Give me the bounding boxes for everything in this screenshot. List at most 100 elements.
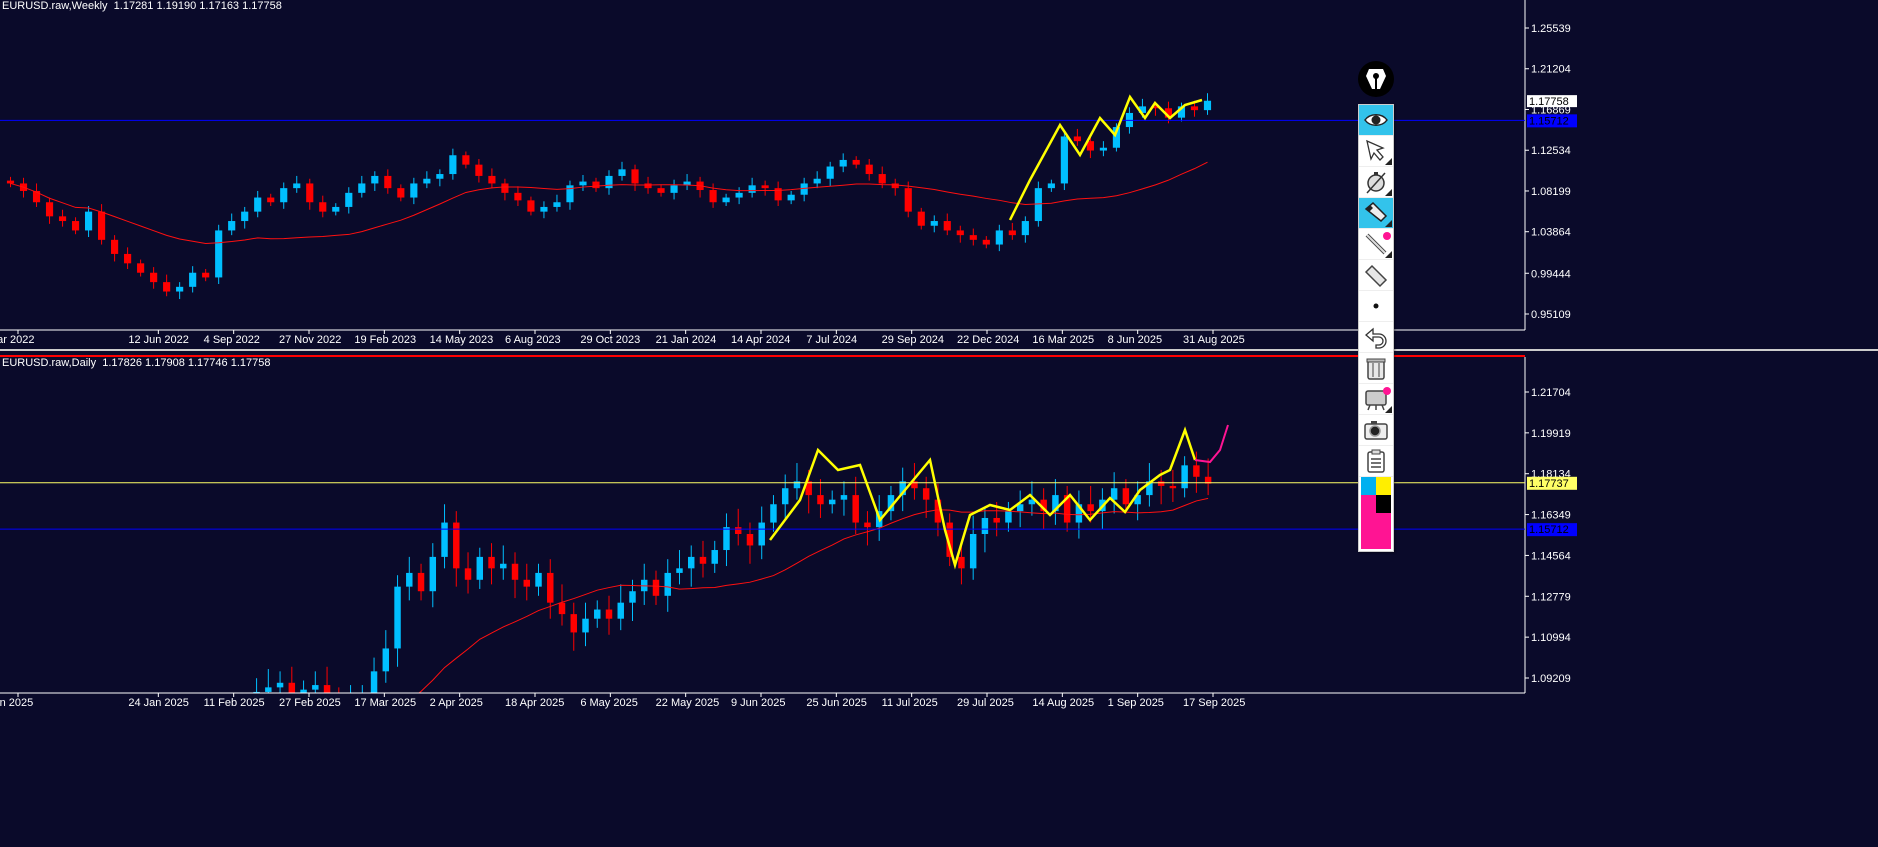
- candle-body: [982, 239, 990, 245]
- candle-body: [253, 691, 260, 693]
- candle-body: [917, 211, 925, 226]
- toolbar-template-button[interactable]: [1359, 384, 1393, 415]
- toolbar-undo-button[interactable]: [1359, 322, 1393, 353]
- date-tick-label: 25 Jun 2025: [806, 697, 867, 709]
- candle-body: [332, 206, 340, 212]
- candle-body: [911, 481, 918, 489]
- candle-body: [1138, 106, 1147, 113]
- candle-body: [934, 499, 942, 523]
- candle-body: [746, 534, 754, 546]
- pen-logo-icon[interactable]: [1358, 61, 1394, 97]
- price-tick-label: 1.19919: [1531, 428, 1571, 440]
- candle-body: [813, 178, 821, 184]
- candle-body: [592, 181, 600, 189]
- cursor-icon: [1366, 139, 1385, 161]
- candle-body: [423, 178, 431, 184]
- price-tick-label: 1.10994: [1531, 632, 1571, 644]
- toolbar-clipboard-button[interactable]: [1359, 446, 1393, 477]
- toolbar-dot-button[interactable]: [1359, 291, 1393, 322]
- candle-body: [1151, 106, 1160, 109]
- color-swatch-yellow[interactable]: [1376, 477, 1391, 495]
- candle-body: [267, 197, 275, 203]
- candle-body: [904, 188, 912, 212]
- color-swatch-pink[interactable]: [1361, 495, 1376, 513]
- daily-candles: [54, 451, 1212, 831]
- candle-body: [605, 175, 613, 189]
- candle-body: [652, 579, 660, 596]
- candle-body: [644, 183, 652, 189]
- date-tick-label: 18 Apr 2025: [505, 697, 564, 709]
- toolbar-cursor-button[interactable]: [1359, 136, 1393, 167]
- candle-body: [1122, 488, 1130, 505]
- date-tick-label: 8 Jun 2025: [1108, 334, 1162, 346]
- date-tick-label: 22 May 2025: [656, 697, 720, 709]
- candle-body: [864, 522, 871, 528]
- candle-body: [618, 169, 626, 176]
- price-tick-label: 1.21704: [1531, 387, 1571, 399]
- candle-body: [148, 786, 154, 797]
- candle-body: [71, 221, 80, 231]
- candle-body: [995, 230, 1003, 245]
- toolbar-eye-button[interactable]: [1359, 105, 1393, 136]
- candle-body: [1016, 504, 1024, 512]
- candle-body: [195, 770, 201, 781]
- candle-body: [943, 221, 951, 231]
- candle-body: [699, 556, 707, 564]
- candle-body: [112, 786, 118, 802]
- candle-body: [176, 286, 184, 292]
- date-tick-label: 1 Sep 2025: [1108, 697, 1164, 709]
- candle-body: [631, 169, 639, 184]
- candle-body: [453, 522, 460, 569]
- daily-zigzag-drawing: [769, 426, 1197, 570]
- toolbar-timer-button[interactable]: [1359, 167, 1393, 198]
- color-swatch-black[interactable]: [1376, 495, 1391, 513]
- candle-body: [1040, 499, 1047, 512]
- candle-body: [347, 701, 353, 706]
- candle-body: [969, 534, 977, 569]
- candle-body: [657, 188, 665, 193]
- date-tick-label: 27 Feb 2025: [279, 697, 341, 709]
- candle-body: [922, 488, 930, 500]
- weekly-horizontal-line-label-bg: [1527, 114, 1577, 128]
- drawing-toolbar: [1358, 104, 1394, 552]
- candle-body: [54, 797, 60, 831]
- candle-body: [488, 175, 496, 184]
- candle-body: [488, 556, 495, 569]
- candle-body: [124, 786, 130, 793]
- candle-body: [65, 820, 71, 831]
- candle-body: [899, 481, 906, 496]
- candle-body: [1112, 127, 1120, 148]
- candle-body: [579, 181, 587, 186]
- candle-body: [527, 200, 535, 212]
- candle-body: [429, 556, 437, 592]
- candle-body: [670, 185, 678, 193]
- toolbar-screenshot-button[interactable]: [1359, 415, 1393, 446]
- candle-body: [159, 774, 165, 785]
- candle-body: [84, 211, 93, 231]
- candle-body: [878, 174, 886, 184]
- candle-body: [723, 527, 730, 551]
- candle-body: [946, 522, 953, 557]
- candle-body: [770, 504, 777, 523]
- candle-body: [163, 282, 171, 292]
- candle-body: [617, 602, 624, 619]
- candle-body: [817, 495, 824, 505]
- candle-body: [993, 517, 1000, 523]
- candle-body: [956, 230, 964, 236]
- candle-body: [441, 522, 448, 557]
- toolbar-eraser-alt-button[interactable]: [1359, 260, 1393, 291]
- candle-body: [688, 556, 695, 569]
- candle-body: [242, 751, 248, 762]
- candle-body: [839, 159, 847, 167]
- color-swatch-blue[interactable]: [1361, 477, 1376, 495]
- toolbar-trash-button[interactable]: [1359, 353, 1393, 384]
- candle-body: [501, 183, 509, 193]
- toolbar-eraser-button[interactable]: [1359, 198, 1393, 229]
- price-tick-label: 1.12779: [1531, 591, 1571, 603]
- candle-body: [981, 517, 989, 535]
- date-tick-label: 2 Apr 2025: [430, 697, 483, 709]
- toolbar-line-button[interactable]: [1359, 229, 1393, 260]
- current-color[interactable]: [1361, 513, 1391, 549]
- candle-body: [476, 556, 484, 580]
